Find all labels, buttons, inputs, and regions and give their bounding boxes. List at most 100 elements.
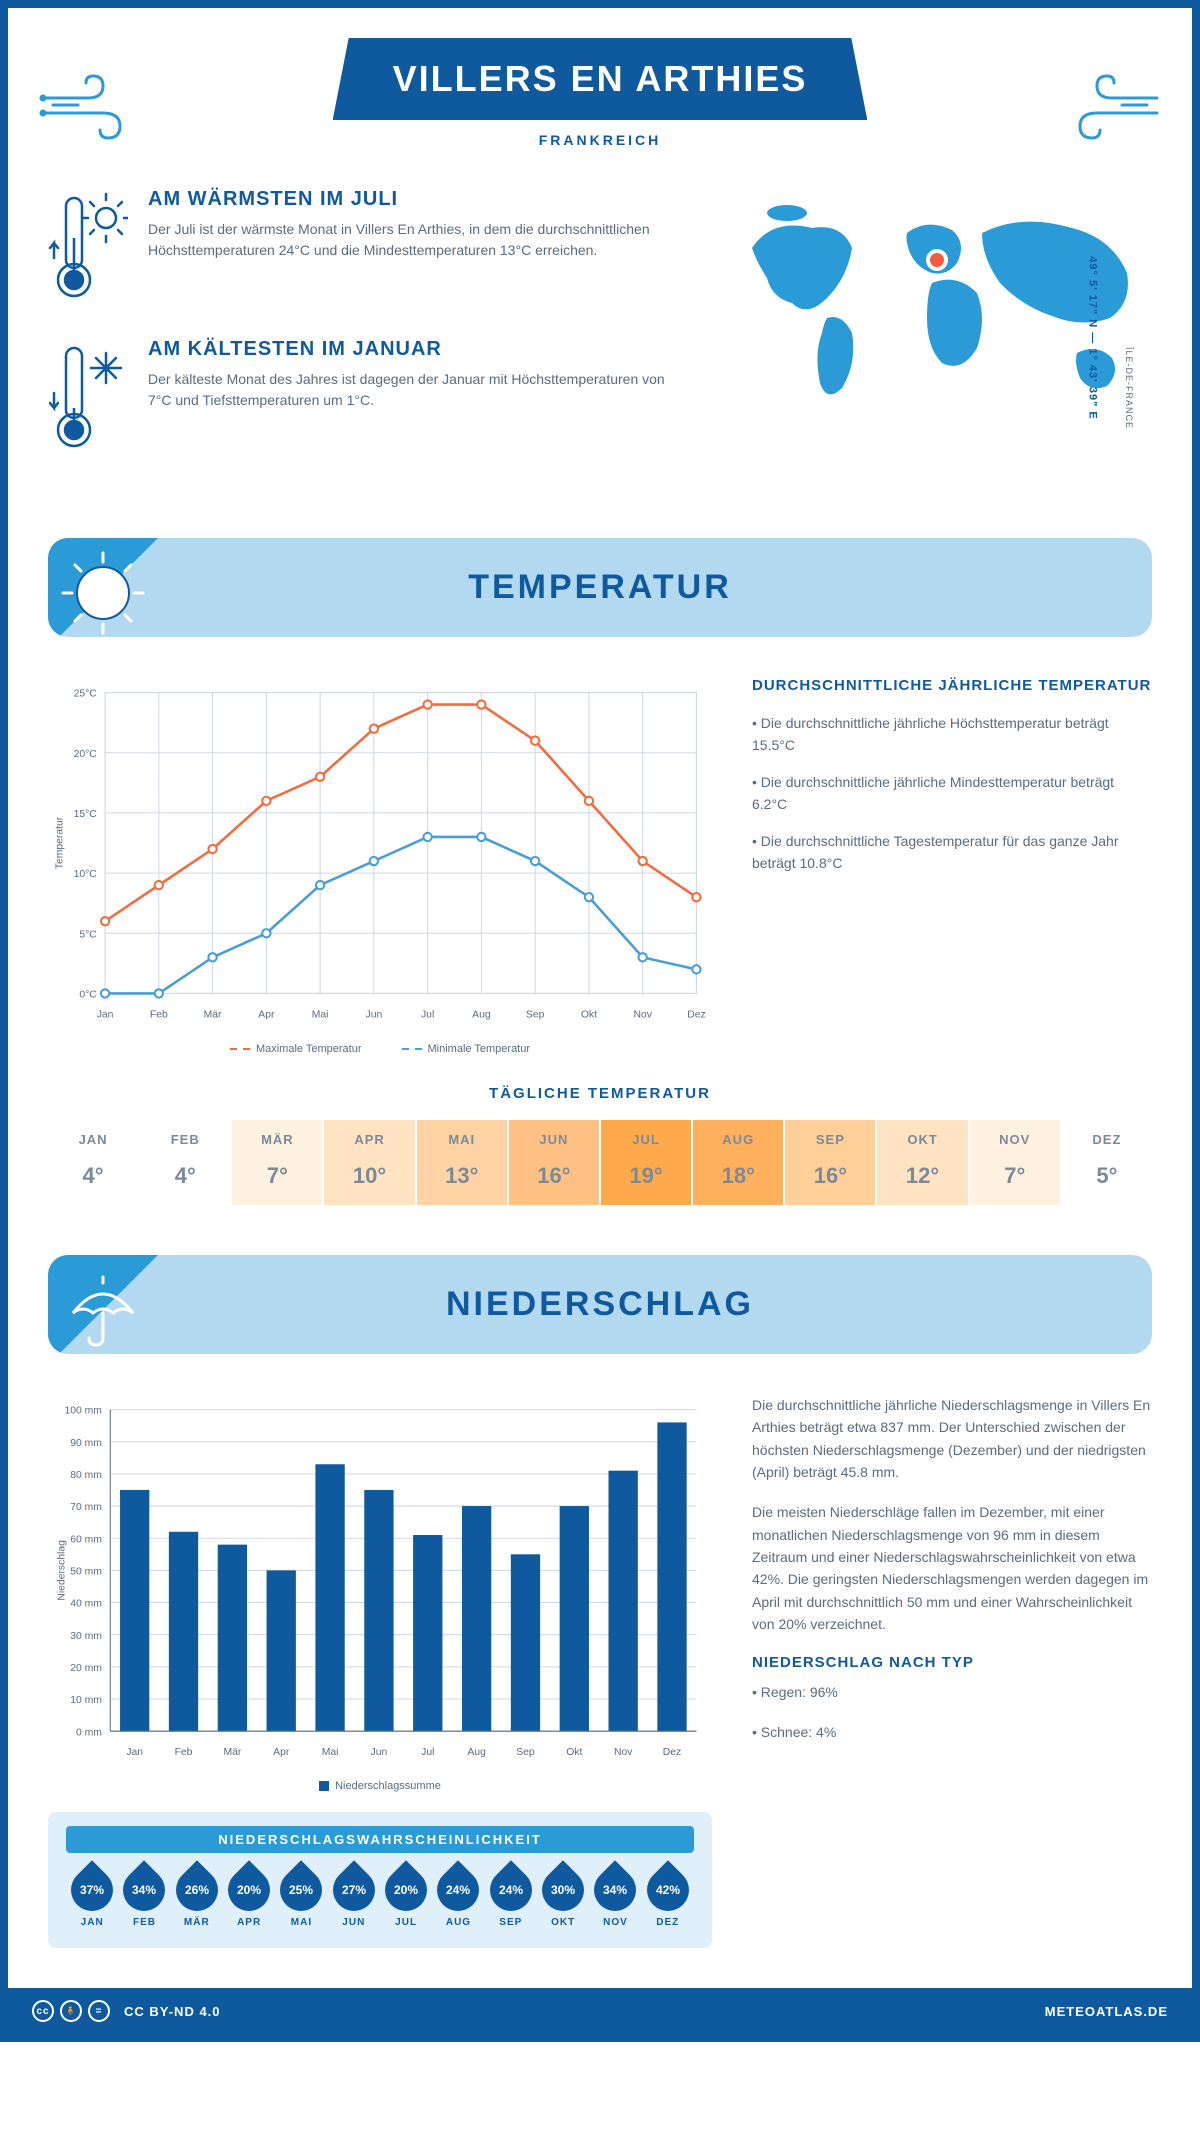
svg-text:5°C: 5°C bbox=[79, 929, 97, 940]
daily-temp-cell: JUL19° bbox=[601, 1120, 691, 1205]
sun-icon bbox=[58, 548, 148, 637]
coldest-body: Der kälteste Monat des Jahres ist dagege… bbox=[148, 369, 692, 411]
summary-row: AM WÄRMSTEN IM JULI Der Juli ist der wär… bbox=[48, 188, 1152, 488]
svg-text:Nov: Nov bbox=[633, 1009, 652, 1020]
probability-drop: 24%AUG bbox=[432, 1869, 484, 1928]
country-label: FRANKREICH bbox=[48, 132, 1152, 148]
svg-text:20°C: 20°C bbox=[74, 749, 98, 760]
svg-text:0°C: 0°C bbox=[79, 990, 97, 1001]
probability-box: NIEDERSCHLAGSWAHRSCHEINLICHKEIT 37%JAN34… bbox=[48, 1812, 712, 1948]
svg-text:100 mm: 100 mm bbox=[65, 1405, 102, 1416]
precipitation-bar-chart: 0 mm 10 mm 20 mm 30 mm 40 mm 50 mm 60 mm 70 mm 8… bbox=[48, 1394, 712, 1768]
daily-temp-cell: NOV7° bbox=[970, 1120, 1060, 1205]
wind-icon-left bbox=[38, 68, 138, 148]
precipitation-banner: NIEDERSCHLAG bbox=[48, 1255, 1152, 1354]
svg-text:50 mm: 50 mm bbox=[70, 1566, 102, 1577]
svg-text:70 mm: 70 mm bbox=[70, 1502, 102, 1513]
svg-text:Niederschlag: Niederschlag bbox=[57, 1540, 68, 1601]
thermometer-cold-icon bbox=[48, 338, 128, 458]
precip-type-item: • Schnee: 4% bbox=[752, 1721, 1152, 1743]
svg-text:Apr: Apr bbox=[258, 1009, 275, 1020]
legend-min: Minimale Temperatur bbox=[428, 1043, 531, 1055]
region-label: ÎLE-DE-FRANCE bbox=[1124, 347, 1134, 429]
daily-temp-cell: SEP16° bbox=[785, 1120, 875, 1205]
daily-temp-cell: MAI13° bbox=[417, 1120, 507, 1205]
by-icon: 🧍 bbox=[60, 2000, 82, 2022]
temperature-row: 0°C 5°C 10°C 15°C 20°C 25°C Jan Feb Mär Apr Mai Jun… bbox=[48, 677, 1152, 1055]
page-title: VILLERS EN ARTHIES bbox=[333, 38, 868, 120]
header: VILLERS EN ARTHIES FRANKREICH bbox=[48, 38, 1152, 148]
daily-temp-heading: TÄGLICHE TEMPERATUR bbox=[48, 1085, 1152, 1102]
svg-text:Feb: Feb bbox=[175, 1747, 193, 1758]
svg-text:Jan: Jan bbox=[97, 1009, 114, 1020]
svg-text:40 mm: 40 mm bbox=[70, 1598, 102, 1609]
daily-temp-cell: OKT12° bbox=[877, 1120, 967, 1205]
probability-drop: 26%MÄR bbox=[171, 1869, 223, 1928]
precipitation-left-col: 0 mm 10 mm 20 mm 30 mm 40 mm 50 mm 60 mm 70 mm 8… bbox=[48, 1394, 712, 1949]
svg-text:Dez: Dez bbox=[687, 1009, 705, 1020]
nd-icon: = bbox=[88, 2000, 110, 2022]
probability-drop: 20%JUL bbox=[380, 1869, 432, 1928]
daily-temp-cell: JUN16° bbox=[509, 1120, 599, 1205]
svg-text:Mär: Mär bbox=[204, 1009, 222, 1020]
svg-text:Jun: Jun bbox=[371, 1747, 388, 1758]
infographic-container: VILLERS EN ARTHIES FRANKREICH bbox=[0, 0, 1200, 2042]
temp-bullet: • Die durchschnittliche jährliche Höchst… bbox=[752, 712, 1152, 757]
svg-text:Temperatur: Temperatur bbox=[55, 816, 66, 869]
svg-text:Jan: Jan bbox=[126, 1747, 143, 1758]
svg-text:Feb: Feb bbox=[150, 1009, 168, 1020]
svg-text:Dez: Dez bbox=[663, 1747, 681, 1758]
svg-text:20 mm: 20 mm bbox=[70, 1663, 102, 1674]
temperature-description: DURCHSCHNITTLICHE JÄHRLICHE TEMPERATUR •… bbox=[752, 677, 1152, 1055]
svg-text:Aug: Aug bbox=[467, 1747, 486, 1758]
svg-text:Jul: Jul bbox=[421, 1747, 434, 1758]
temperature-chart: 0°C 5°C 10°C 15°C 20°C 25°C Jan Feb Mär Apr Mai Jun… bbox=[48, 677, 712, 1055]
svg-text:Jun: Jun bbox=[366, 1009, 383, 1020]
svg-text:Jul: Jul bbox=[421, 1009, 434, 1020]
summary-text-col: AM WÄRMSTEN IM JULI Der Juli ist der wär… bbox=[48, 188, 692, 488]
probability-heading: NIEDERSCHLAGSWAHRSCHEINLICHKEIT bbox=[66, 1826, 694, 1853]
daily-temp-cell: APR10° bbox=[324, 1120, 414, 1205]
precipitation-description: Die durchschnittliche jährliche Niedersc… bbox=[752, 1394, 1152, 1949]
svg-text:Apr: Apr bbox=[273, 1747, 290, 1758]
svg-text:90 mm: 90 mm bbox=[70, 1438, 102, 1449]
legend-max: Maximale Temperatur bbox=[256, 1043, 362, 1055]
temperature-banner: TEMPERATUR bbox=[48, 538, 1152, 637]
warmest-heading: AM WÄRMSTEN IM JULI bbox=[148, 188, 692, 211]
probability-drop: 42%DEZ bbox=[642, 1869, 694, 1928]
daily-temp-table: JAN4°FEB4°MÄR7°APR10°MAI13°JUN16°JUL19°A… bbox=[48, 1120, 1152, 1205]
precip-by-type-heading: NIEDERSCHLAG NACH TYP bbox=[752, 1654, 1152, 1671]
svg-text:Mai: Mai bbox=[312, 1009, 329, 1020]
warmest-body: Der Juli ist der wärmste Monat in Viller… bbox=[148, 219, 692, 261]
probability-drop: 27%JUN bbox=[328, 1869, 380, 1928]
world-map-wrap: 49° 5' 17" N — 1° 43' 39" E ÎLE-DE-FRANC… bbox=[732, 188, 1152, 488]
daily-temp-cell: FEB4° bbox=[140, 1120, 230, 1205]
probability-drop: 34%FEB bbox=[118, 1869, 170, 1928]
warmest-block: AM WÄRMSTEN IM JULI Der Juli ist der wär… bbox=[48, 188, 692, 308]
probability-drop: 24%SEP bbox=[485, 1869, 537, 1928]
daily-temp-cell: AUG18° bbox=[693, 1120, 783, 1205]
cc-icon: cc bbox=[32, 2000, 54, 2022]
svg-text:Sep: Sep bbox=[526, 1009, 545, 1020]
precip-paragraph: Die durchschnittliche jährliche Niedersc… bbox=[752, 1394, 1152, 1484]
svg-text:Mai: Mai bbox=[322, 1747, 339, 1758]
svg-text:80 mm: 80 mm bbox=[70, 1470, 102, 1481]
daily-temp-cell: JAN4° bbox=[48, 1120, 138, 1205]
svg-text:10 mm: 10 mm bbox=[70, 1695, 102, 1706]
precipitation-legend: Niederschlagssumme bbox=[48, 1780, 712, 1792]
footer: cc 🧍 = CC BY-ND 4.0 METEOATLAS.DE bbox=[8, 1988, 1192, 2034]
svg-text:10°C: 10°C bbox=[74, 869, 98, 880]
svg-text:15°C: 15°C bbox=[74, 809, 98, 820]
svg-text:60 mm: 60 mm bbox=[70, 1534, 102, 1545]
precipitation-heading: NIEDERSCHLAG bbox=[88, 1285, 1112, 1324]
umbrella-icon bbox=[58, 1265, 148, 1354]
license-text: CC BY-ND 4.0 bbox=[124, 2004, 221, 2019]
svg-text:30 mm: 30 mm bbox=[70, 1631, 102, 1642]
svg-text:Mär: Mär bbox=[223, 1747, 241, 1758]
temp-bullet: • Die durchschnittliche Tagestemperatur … bbox=[752, 830, 1152, 875]
svg-text:25°C: 25°C bbox=[74, 689, 98, 700]
coordinates-label: 49° 5' 17" N — 1° 43' 39" E bbox=[1086, 256, 1098, 419]
probability-drop: 25%MAI bbox=[275, 1869, 327, 1928]
precip-legend-label: Niederschlagssumme bbox=[335, 1780, 441, 1792]
svg-text:0 mm: 0 mm bbox=[76, 1727, 102, 1738]
